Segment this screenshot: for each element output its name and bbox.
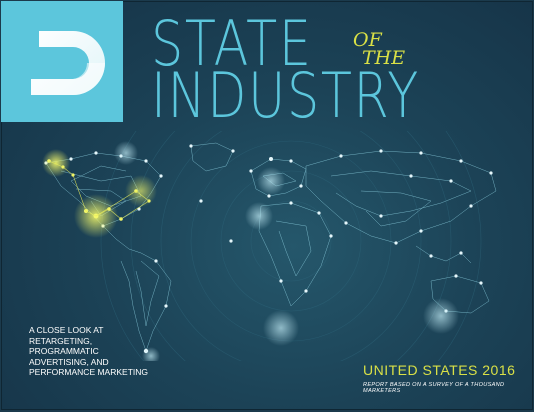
survey-subline: REPORT BASED ON A SURVEY OF A THOUSAND M…	[363, 382, 505, 394]
title-of: OF	[353, 29, 382, 51]
edition-label: UNITED STATES 2016	[363, 362, 516, 378]
title-of-the: OF THE	[353, 29, 406, 69]
cover-tagline: A CLOSE LOOK AT RETARGETING, PROGRAMMATI…	[29, 325, 149, 377]
title-industry: INDUSTRY	[151, 59, 420, 132]
title-the: THE	[362, 47, 406, 69]
title-state: STATE	[151, 7, 313, 80]
world-network-map	[42, 131, 497, 361]
brand-logo-icon	[31, 31, 105, 95]
brand-logo	[1, 1, 123, 122]
